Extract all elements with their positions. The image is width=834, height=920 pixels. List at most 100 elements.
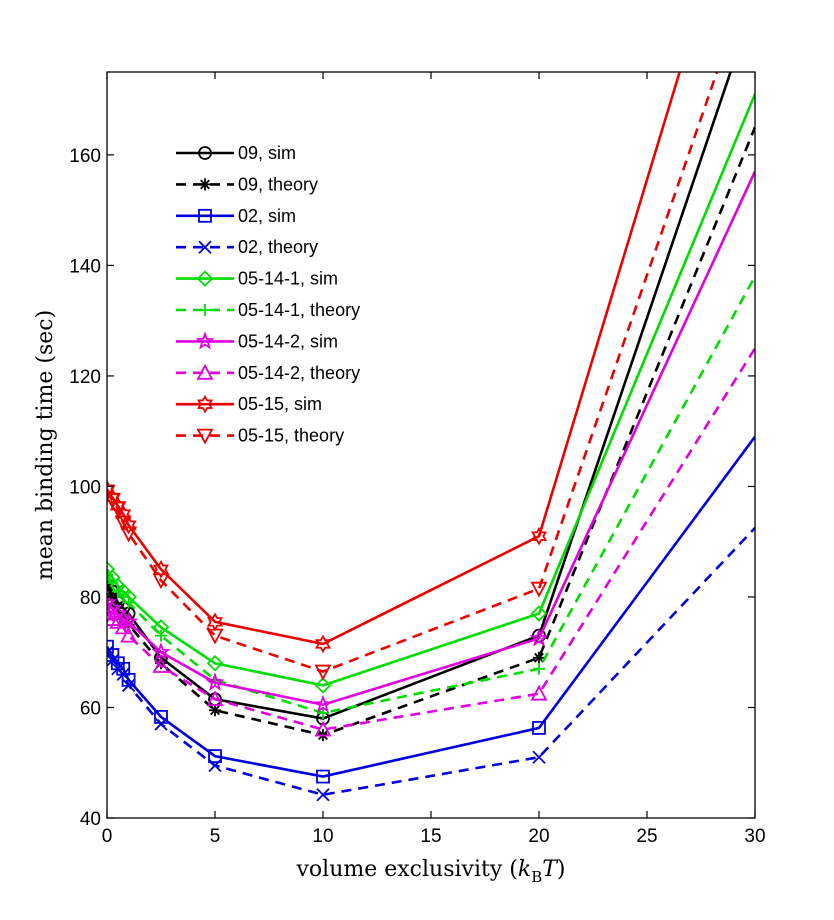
- data-point-05-15-sim: [152, 560, 170, 579]
- y-tick-label: 140: [69, 256, 101, 277]
- data-point-05-14-2-sim: [151, 642, 171, 661]
- legend-marker: [198, 208, 212, 223]
- legend-label: 09, theory: [238, 174, 318, 194]
- series-05-15-theory: [107, 72, 719, 681]
- data-point-02-theory: [121, 678, 136, 693]
- legend-item-05-14-2-theory: 05-14-2, theory: [176, 363, 360, 383]
- data-point-05-14-1-theory: [111, 585, 124, 598]
- data-point-05-14-2-sim: [313, 694, 333, 713]
- x-axis-label: volume exclusivity (kBT): [296, 857, 566, 886]
- y-tick-label: 60: [80, 698, 101, 719]
- data-point-05-14-1-sim: [107, 561, 116, 578]
- data-point-05-14-2-theory: [120, 626, 138, 643]
- legend-item-09-theory: 09, theory: [176, 174, 318, 194]
- series-02-sim: [107, 435, 755, 784]
- data-point-05-14-1-theory: [317, 707, 329, 720]
- legend-marker: [196, 428, 214, 445]
- data-point-02-theory: [532, 750, 546, 764]
- data-point-05-14-2-theory: [114, 618, 132, 635]
- x-tick-label: 25: [636, 826, 657, 847]
- legend-item-05-14-1-sim: 05-14-1, sim: [176, 269, 338, 289]
- legend-marker: [198, 240, 212, 254]
- series-line-05-14-2-sim: [107, 170, 755, 707]
- series-05-14-2-sim: [107, 170, 755, 713]
- data-point-05-14-2-theory: [530, 684, 548, 701]
- data-point-05-15-sim: [314, 634, 332, 654]
- data-point-05-14-2-theory: [109, 612, 127, 629]
- tick-layer: 0 5 10 15 20 25 30 40 60 80 100 120 140 160: [69, 72, 766, 847]
- legend-label: 09, sim: [238, 143, 296, 163]
- data-point-09-theory: [533, 651, 545, 664]
- x-tick-label: 20: [528, 826, 549, 847]
- legend-label: 05-14-2, sim: [238, 331, 338, 351]
- y-tick-label: 80: [80, 588, 101, 609]
- data-point-05-14-1-theory: [155, 629, 167, 642]
- data-point-05-14-2-theory: [107, 604, 116, 621]
- legend-item-05-15-sim: 05-15, sim: [176, 394, 322, 414]
- y-tick-label: 40: [80, 809, 101, 830]
- legend-marker: [199, 178, 211, 191]
- data-point-02-theory: [208, 758, 222, 773]
- data-point-05-14-1-theory: [122, 596, 135, 609]
- y-axis-label: mean binding time (sec): [33, 310, 58, 580]
- data-point-05-14-1-sim: [530, 605, 548, 622]
- legend-label: 05-15, theory: [238, 426, 344, 446]
- legend-item-09-sim: 09, sim: [176, 143, 296, 163]
- series-line-02-sim: [107, 435, 755, 778]
- data-point-05-15-theory: [107, 485, 116, 501]
- legend-marker: [196, 394, 214, 414]
- data-point-05-15-sim: [120, 515, 137, 535]
- series-line-05-15-sim: [107, 72, 682, 646]
- legend-marker: [196, 270, 214, 287]
- data-point-05-14-2-theory: [314, 720, 332, 737]
- data-point-05-15-theory: [107, 493, 121, 510]
- series-05-14-2-theory: [107, 347, 755, 737]
- legend-marker: [196, 363, 214, 380]
- data-point-05-14-1-theory: [107, 568, 113, 581]
- series-line-02-theory: [107, 526, 755, 797]
- legend-item-05-14-1-theory: 05-14-1, theory: [176, 300, 360, 320]
- legend-item-02-sim: 02, sim: [176, 206, 296, 226]
- legend-marker: [198, 146, 212, 160]
- legend-item-05-15-theory: 05-15, theory: [176, 426, 344, 446]
- data-point-05-15-theory: [114, 515, 132, 532]
- legend-label: 02, sim: [238, 206, 296, 226]
- data-point-05-15-theory: [152, 573, 170, 590]
- data-point-05-14-2-theory: [206, 690, 224, 707]
- data-point-05-15-theory: [530, 581, 548, 598]
- legend-label: 02, theory: [238, 237, 318, 257]
- data-point-02-sim: [208, 749, 222, 764]
- x-tick-label: 10: [312, 826, 333, 847]
- series-02-theory: [107, 526, 755, 802]
- data-point-02-theory: [316, 788, 330, 802]
- data-point-05-14-2-sim: [529, 628, 549, 647]
- data-point-05-15-theory: [109, 501, 127, 518]
- data-point-02-sim: [532, 721, 546, 735]
- data-point-05-15-theory: [206, 628, 224, 645]
- data-point-05-14-1-theory: [533, 662, 545, 675]
- data-point-02-theory: [107, 653, 120, 668]
- x-tick-label: 30: [744, 826, 765, 847]
- legend-marker: [195, 331, 215, 350]
- series-line-05-14-1-theory: [107, 275, 755, 715]
- data-point-05-14-1-theory: [117, 590, 130, 603]
- series-line-09-theory: [107, 126, 755, 737]
- data-point-05-14-1-sim: [206, 655, 224, 672]
- series-09-sim: [107, 72, 732, 726]
- x-tick-label: 0: [102, 826, 113, 847]
- data-point-05-14-1-theory: [107, 577, 119, 590]
- legend-item-02-theory: 02, theory: [176, 237, 318, 257]
- data-point-05-15-theory: [314, 664, 332, 681]
- data-point-02-theory: [107, 645, 114, 659]
- series-line-05-14-2-theory: [107, 347, 755, 731]
- legend-label: 05-14-1, theory: [238, 300, 360, 320]
- data-point-09-theory: [209, 704, 221, 717]
- legend-label: 05-14-2, theory: [238, 363, 360, 383]
- data-point-05-15-sim: [530, 526, 548, 546]
- data-point-09-theory: [155, 657, 167, 670]
- data-point-05-14-1-sim: [314, 677, 332, 694]
- series-line-05-15-theory: [107, 72, 719, 673]
- legend: 09, sim 09, theory 02, sim 02, theory 05-14-…: [176, 143, 360, 446]
- data-point-05-14-2-sim: [205, 672, 225, 691]
